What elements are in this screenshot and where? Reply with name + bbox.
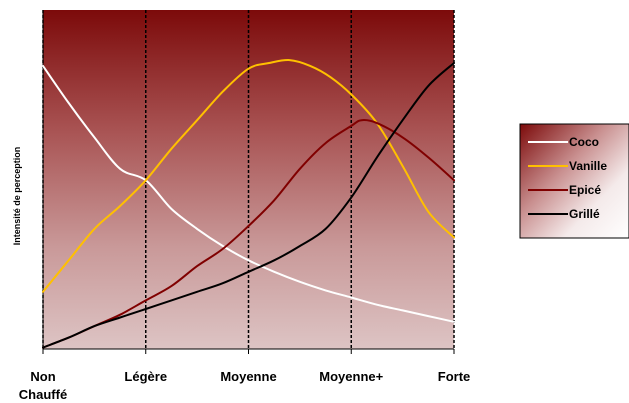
x-tick-label: Forte xyxy=(438,369,471,384)
x-tick-label: Non Chauffé xyxy=(19,369,67,402)
series-line-grille xyxy=(42,62,455,349)
legend: Coco Vanille Epicé Grillé xyxy=(519,123,629,239)
legend-label-coco: Coco xyxy=(569,135,599,149)
series-line-vanille xyxy=(42,59,455,293)
x-tick-labels: Non Chauffé Légère Moyenne Moyenne+ Forte xyxy=(19,369,470,402)
legend-items: Coco Vanille Epicé Grillé xyxy=(528,135,607,221)
x-tick-label: Moyenne+ xyxy=(319,369,383,384)
series-lines xyxy=(42,59,455,349)
legend-label-grille: Grillé xyxy=(569,207,600,221)
y-axis-label: Intensité de perception xyxy=(12,147,22,246)
series-line-epice xyxy=(42,119,455,349)
x-tick-label: Légère xyxy=(124,369,167,384)
x-ticks xyxy=(42,349,455,354)
series-line-coco xyxy=(42,64,455,323)
legend-label-vanille: Vanille xyxy=(569,159,607,173)
legend-label-epice: Epicé xyxy=(569,183,601,197)
x-tick-label: Moyenne xyxy=(220,369,276,384)
